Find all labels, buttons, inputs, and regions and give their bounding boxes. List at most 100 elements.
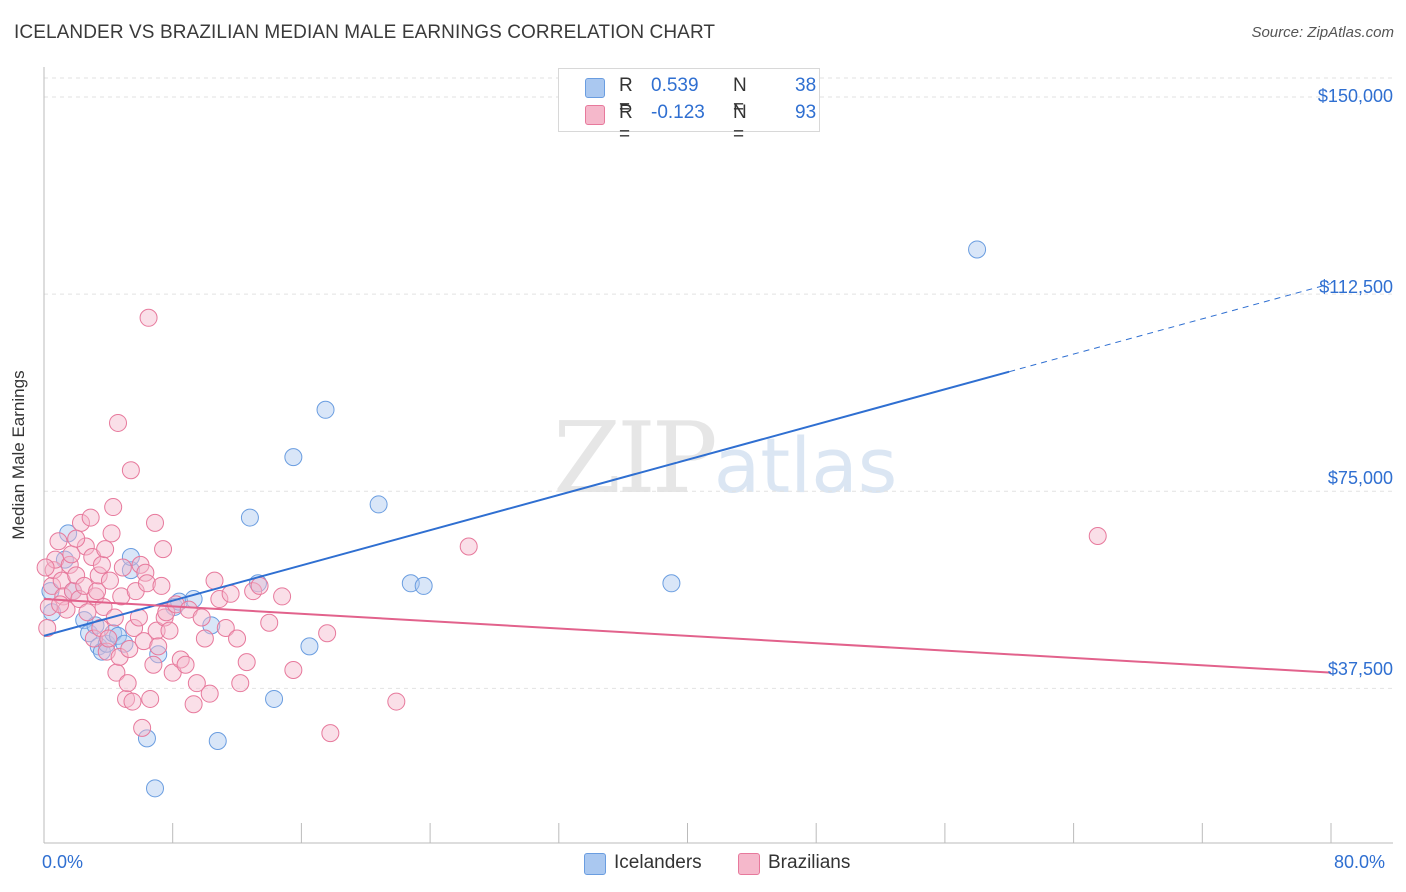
icelander-point	[137, 729, 156, 748]
y-tick-112500: $112,500	[1319, 277, 1393, 297]
legend-r-label: R =	[619, 75, 633, 118]
y-tick-150000: $150,000	[1317, 86, 1393, 106]
icelander-point	[300, 637, 319, 656]
legend-n-label: N =	[733, 102, 747, 145]
brazilian-point	[113, 558, 132, 577]
brazilian-point	[149, 637, 168, 656]
icelander-trendline-projection	[1009, 283, 1332, 373]
brazilian-point	[112, 587, 131, 606]
brazilian-point	[200, 684, 219, 703]
legend-n-value: 93	[795, 102, 817, 123]
brazilian-point	[260, 613, 279, 632]
brazilian-point	[157, 603, 176, 622]
brazilian-point	[146, 513, 165, 532]
brazilian-point	[459, 537, 478, 556]
icelander-point	[369, 495, 388, 514]
brazilian-point	[96, 540, 115, 559]
legend-r-value: 0.539	[651, 75, 699, 96]
brazilian-point	[163, 663, 182, 682]
brazilian-point	[228, 629, 247, 648]
brazilian-point	[192, 608, 211, 627]
legend-swatch-brazilians	[585, 105, 605, 125]
brazilian-point	[139, 308, 158, 327]
brazilian-point	[195, 629, 214, 648]
brazilian-point	[99, 629, 118, 648]
brazilian-point	[179, 600, 198, 619]
brazilian-point	[81, 508, 100, 527]
brazilian-point	[147, 621, 166, 640]
y-tick-37500: $37,500	[1327, 659, 1393, 679]
chart-title: ICELANDER VS BRAZILIAN MEDIAN MALE EARNI…	[14, 22, 716, 43]
bottom-legend-label-brazilians: Brazilians	[768, 852, 851, 873]
brazilian-point	[133, 718, 152, 737]
brazilian-point	[273, 587, 292, 606]
y-tick-75000: $75,000	[1327, 468, 1393, 488]
brazilian-point	[1088, 526, 1107, 545]
brazilian-point	[176, 655, 195, 674]
brazilian-point	[318, 624, 337, 643]
brazilian-point	[123, 692, 142, 711]
icelander-point	[968, 240, 987, 259]
brazilian-point	[221, 584, 240, 603]
brazilian-point	[387, 692, 406, 711]
legend-n-label: N =	[733, 75, 747, 118]
watermark: ZIPatlas	[553, 402, 897, 516]
brazilian-trendline	[43, 598, 1332, 674]
icelander-point	[149, 645, 168, 664]
brazilian-point	[121, 461, 140, 480]
brazilian-point	[109, 413, 128, 432]
brazilian-point	[284, 661, 303, 680]
bottom-legend-label-icelanders: Icelanders	[614, 852, 702, 873]
brazilian-point	[46, 550, 65, 569]
brazilian-point	[134, 632, 153, 651]
brazilian-point	[43, 576, 62, 595]
brazilian-point	[102, 524, 121, 543]
brazilian-point	[216, 618, 235, 637]
brazilian-point	[84, 629, 103, 648]
correlation-legend: R = 0.539 N = 38 R = -0.123 N = 93	[558, 68, 820, 145]
icelander-point	[202, 616, 221, 635]
brazilian-point	[160, 621, 179, 640]
legend-r-value: -0.123	[651, 102, 705, 123]
icelander-trendline	[43, 370, 1010, 637]
brazilian-point	[231, 674, 250, 693]
x-tick-max: 80.0%	[1334, 852, 1386, 872]
brazilian-point	[110, 647, 129, 666]
brazilian-point	[92, 555, 111, 574]
source-label: Source: ZipAtlas.com	[1251, 24, 1394, 41]
brazilian-point	[184, 695, 203, 714]
brazilian-point	[152, 576, 171, 595]
bottom-legend-swatch-icelanders	[584, 853, 606, 875]
brazilian-point	[107, 663, 126, 682]
brazilian-point	[120, 640, 139, 658]
icelander-point	[284, 448, 303, 467]
legend-swatch-icelanders	[585, 78, 605, 98]
brazilian-point	[141, 689, 160, 708]
brazilian-point	[144, 655, 163, 674]
brazilian-point	[125, 618, 144, 637]
y-axis-title: Median Male Earnings	[9, 370, 28, 540]
brazilian-point	[118, 674, 137, 693]
icelander-point	[146, 779, 165, 798]
legend-n-value: 38	[795, 75, 817, 96]
icelander-point	[208, 732, 227, 750]
brazilian-point	[67, 529, 86, 548]
brazilian-point	[100, 571, 119, 590]
icelander-point	[265, 689, 284, 708]
brazilian-point	[171, 650, 190, 669]
brazilian-point	[237, 653, 256, 672]
brazilian-point	[76, 537, 95, 556]
brazilian-point	[321, 724, 340, 743]
icelander-point	[240, 508, 259, 527]
brazilian-point	[104, 498, 123, 517]
brazilian-point	[187, 674, 206, 693]
watermark-atlas: atlas	[713, 421, 898, 510]
legend-r-label: R =	[619, 102, 633, 145]
x-tick-min: 0.0%	[42, 852, 84, 872]
brazilian-point	[52, 571, 71, 590]
icelander-point	[316, 400, 335, 419]
brazilian-point	[78, 603, 97, 622]
icelander-point	[662, 574, 681, 593]
brazilian-point	[36, 558, 55, 577]
